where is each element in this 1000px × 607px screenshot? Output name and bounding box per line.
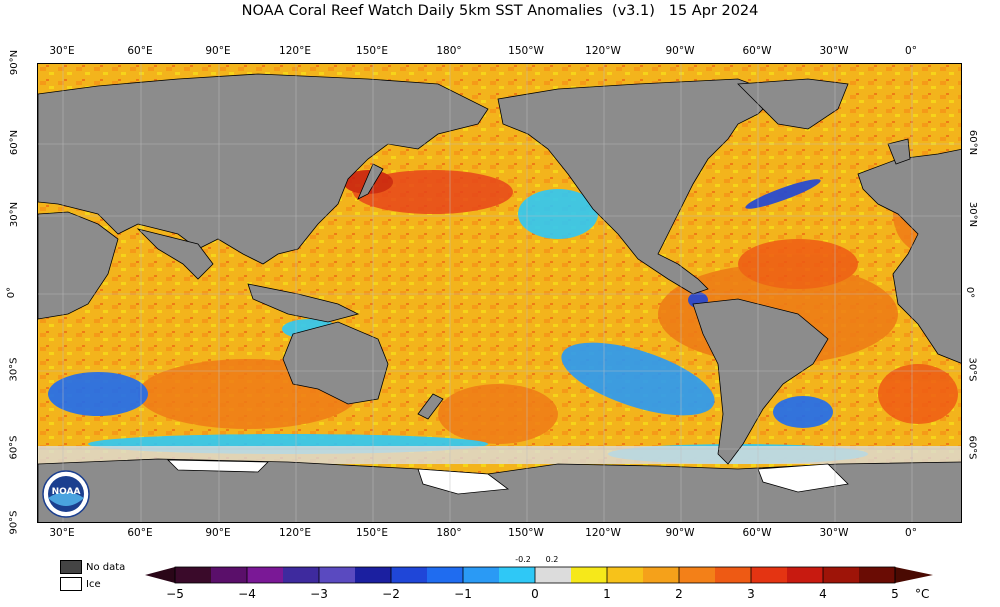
lon-bottom-label-9: 60°W [742, 527, 772, 539]
colorbar-segment-9 [499, 567, 536, 583]
lat-left-label-0: 90°N [9, 49, 21, 76]
colorbar-segment-11 [571, 567, 608, 583]
lon-top-label-8: 90°W [665, 45, 695, 57]
antarctica-land [38, 458, 961, 522]
colorbar-segment-5 [355, 567, 392, 583]
colorbar [145, 566, 933, 584]
lon-bottom-label-7: 120°W [585, 527, 621, 539]
colorbar-segment-12 [607, 567, 644, 583]
lon-bottom-label-0: 30°E [49, 527, 75, 539]
lon-top-label-3: 120°E [279, 45, 311, 57]
colorbar-tick-label-6: 1 [603, 587, 611, 601]
colorbar-segment-4 [319, 567, 356, 583]
lat-left-label-4: 30°S [8, 357, 20, 382]
colorbar-segment-13 [643, 567, 680, 583]
map-title: NOAA Coral Reef Watch Daily 5km SST Anom… [241, 3, 759, 19]
colorbar-tick-label-4: −1 [454, 587, 472, 601]
lat-left-label-2: 30°N [9, 201, 21, 228]
colorbar-segment-0 [175, 567, 212, 583]
noaa-logo: NOAA [42, 470, 90, 518]
lon-top-label-2: 90°E [205, 45, 231, 57]
ice-swatch [60, 577, 82, 591]
land [38, 73, 961, 522]
lat-right-label-3: 30°S [966, 357, 978, 382]
lon-bottom-label-5: 180° [436, 527, 462, 539]
colorbar-segment-14 [679, 567, 716, 583]
lon-top-label-4: 150°E [356, 45, 388, 57]
maritime-continent [247, 283, 360, 323]
lat-right-label-2: 0° [964, 286, 976, 299]
svg-text:NOAA: NOAA [52, 487, 81, 497]
india-land [136, 228, 214, 280]
colorbar-segment-2 [247, 567, 284, 583]
map-svg [38, 64, 961, 522]
lon-bottom-label-2: 90°E [205, 527, 231, 539]
lon-bottom-label-11: 0° [905, 527, 917, 539]
colorbar-segment-3 [283, 567, 320, 583]
colorbar-segment-17 [787, 567, 824, 583]
lon-bottom-label-3: 120°E [279, 527, 311, 539]
legend-ice: Ice [60, 577, 101, 591]
colorbar-tick-label-5: 0 [531, 587, 539, 601]
lat-right-label-4: 60°S [966, 435, 978, 460]
colorbar-tick-label-7: 2 [675, 587, 683, 601]
colorbar-segment-16 [751, 567, 788, 583]
colorbar-tick-label-2: −3 [310, 587, 328, 601]
lon-top-label-10: 30°W [819, 45, 849, 57]
no-data-swatch [60, 560, 82, 574]
colorbar-segment-8 [463, 567, 500, 583]
colorbar-tick-label-3: −2 [382, 587, 400, 601]
sea-ice [167, 459, 849, 495]
lon-bottom-label-6: 150°W [508, 527, 544, 539]
no-data-label: No data [86, 561, 126, 573]
colorbar-segment-1 [211, 567, 248, 583]
legend-no-data: No data [60, 560, 125, 574]
europe-africa-right [857, 148, 961, 364]
australia-land [282, 321, 389, 405]
colorbar-max-arrow [895, 567, 933, 583]
colorbar-segment-6 [391, 567, 428, 583]
lon-bottom-label-10: 30°W [819, 527, 849, 539]
colorbar-unit: °C [915, 587, 930, 601]
colorbar-segment-15 [715, 567, 752, 583]
lon-top-label-11: 0° [905, 45, 917, 57]
lon-top-label-1: 60°E [127, 45, 153, 57]
lon-bottom-label-1: 60°E [127, 527, 153, 539]
south-america-land [692, 298, 829, 465]
lat-left-label-1: 60°N [9, 129, 21, 156]
colorbar-tick-label-8: 3 [747, 587, 755, 601]
lon-top-label-9: 60°W [742, 45, 772, 57]
lon-top-label-5: 180° [436, 45, 462, 57]
colorbar-segment-7 [427, 567, 464, 583]
colorbar-min-arrow [145, 567, 175, 583]
greenland-land [737, 78, 849, 130]
japan-land [357, 163, 384, 200]
ice-label: Ice [86, 578, 101, 590]
colorbar-segment-18 [823, 567, 860, 583]
colorbar-tick-label-1: −4 [238, 587, 256, 601]
lat-right-label-1: 30°N [967, 201, 979, 228]
lon-top-label-6: 150°W [508, 45, 544, 57]
colorbar-segment-10 [535, 567, 572, 583]
asia-land [38, 73, 489, 265]
new-zealand-land [417, 393, 444, 420]
lat-left-label-5: 60°S [8, 435, 20, 460]
lon-top-label-0: 30°E [49, 45, 75, 57]
colorbar-tick-label-9: 4 [819, 587, 827, 601]
uk-land [887, 138, 911, 165]
colorbar-tick-label-0: −5 [166, 587, 184, 601]
colorbar-tick-label-10: 5 [891, 587, 899, 601]
colorbar-segment-19 [859, 567, 896, 583]
colorbar-small-tick-pos: 0.2 [545, 555, 559, 564]
sst-anomaly-map[interactable] [37, 63, 962, 523]
lon-top-label-7: 120°W [585, 45, 621, 57]
colorbar-small-tick-neg: -0.2 [515, 555, 531, 564]
lat-right-label-0: 60°N [967, 129, 979, 156]
lon-bottom-label-8: 90°W [665, 527, 695, 539]
lat-left-label-3: 0° [6, 286, 18, 299]
graticule [38, 64, 961, 522]
lat-left-label-6: 90°S [8, 510, 20, 535]
lon-bottom-label-4: 150°E [356, 527, 388, 539]
